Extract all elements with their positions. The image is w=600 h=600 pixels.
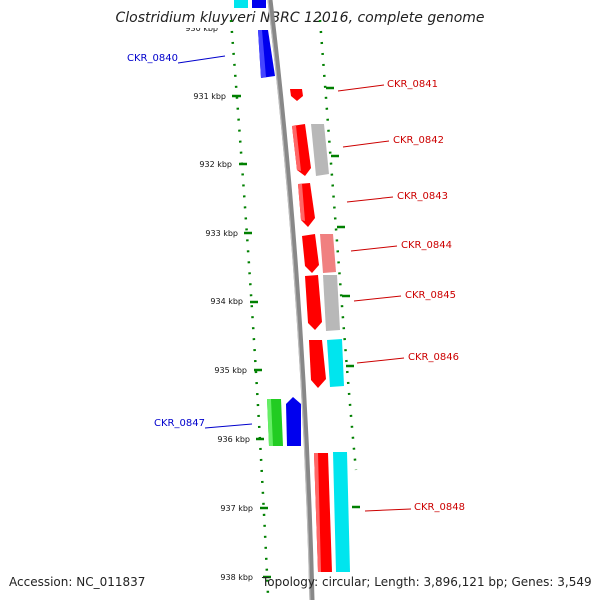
map-title: Clostridium kluyveri NBRC 12016, complet…	[115, 10, 485, 26]
tick-label: 938 kbp	[220, 573, 253, 582]
gene-ckr-0845-grey	[323, 275, 340, 331]
gene-ckr-0844	[302, 234, 319, 273]
gene-ckr-0845	[305, 275, 322, 330]
tick-label: 932 kbp	[199, 160, 232, 169]
tick-label: 937 kbp	[220, 504, 253, 513]
topology-text: Topology: circular; Length: 3,896,121 bp…	[262, 575, 592, 589]
gene-label-ckr-0844: CKR_0844	[401, 240, 452, 251]
gene-partial-blue	[252, 0, 266, 8]
genome-backbone	[267, 0, 315, 600]
gene-label-ckr-0845: CKR_0845	[405, 290, 456, 301]
gene-ckr-0846	[309, 340, 326, 388]
gene-ckr-0844-light	[320, 234, 336, 273]
gene-label-ckr-0847: CKR_0847	[154, 418, 205, 429]
gene-ckr-0847	[286, 397, 301, 446]
inner-ticks	[232, 94, 271, 579]
tick-label: 936 kbp	[217, 435, 250, 444]
gene-ckr-0848-cyan	[333, 452, 350, 572]
gene-label-ckr-0840: CKR_0840	[127, 53, 178, 64]
gene-label-ckr-0846: CKR_0846	[408, 352, 459, 363]
gene-label-ckr-0842: CKR_0842	[393, 135, 444, 146]
tick-label: 934 kbp	[210, 297, 243, 306]
outer-ticks	[326, 86, 360, 509]
gene-label-ckr-0843: CKR_0843	[397, 191, 448, 202]
accession-text: Accession: NC_011837	[9, 575, 146, 589]
tick-label: 931 kbp	[193, 92, 226, 101]
tick-label: 935 kbp	[214, 366, 247, 375]
tick-label: 930 kbp	[185, 24, 218, 33]
gene-ckr-0842-grey	[311, 124, 329, 176]
inner-scale-track	[229, 19, 270, 596]
gene-ckr-0846-cyan	[327, 339, 344, 387]
gene-ckr-0841	[290, 89, 303, 101]
gene-label-ckr-0841: CKR_0841	[387, 79, 438, 90]
gene-label-ckr-0848: CKR_0848	[414, 502, 465, 513]
gene-partial-cyan	[234, 0, 248, 8]
tick-label: 933 kbp	[205, 229, 238, 238]
